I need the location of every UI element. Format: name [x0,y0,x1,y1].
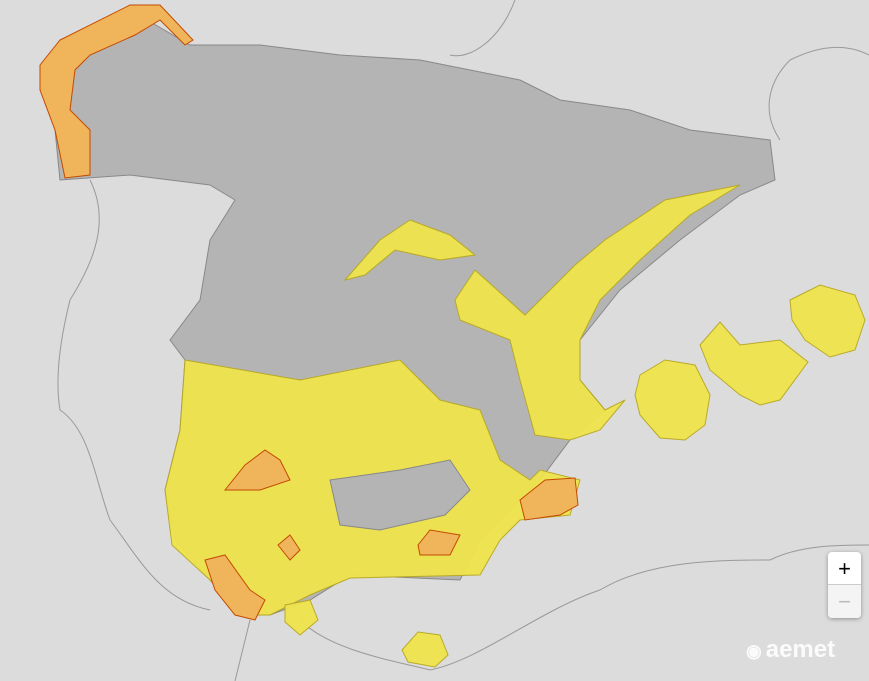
galicia-coast-zone[interactable] [39,4,194,179]
zoom-control: + − [828,552,861,618]
east-coast-zone[interactable] [454,184,741,441]
mallorca-zone[interactable] [699,321,809,406]
almeria-zone[interactable] [519,477,579,521]
melilla-zone[interactable] [401,631,449,668]
orange-warning-zones[interactable] [39,4,579,621]
zoom-out-button[interactable]: − [828,585,861,618]
aemet-logo-icon: ◉ [746,641,762,661]
zoom-in-button[interactable]: + [828,552,861,585]
cadiz-coast-zone[interactable] [204,554,266,621]
france-coast [449,0,869,141]
africa-coast [234,544,869,681]
cordoba-zone[interactable] [223,449,291,491]
aemet-logo: ◉ aemet [746,636,835,664]
yellow-warning-zones[interactable] [164,184,866,668]
ibiza-zone[interactable] [634,359,711,441]
granada-zone[interactable] [417,529,461,556]
logo-text: aemet [765,636,836,663]
menorca-zone[interactable] [789,284,866,358]
ceuta-zone[interactable] [284,599,319,636]
central-zone[interactable] [343,219,477,281]
portugal-border [57,179,211,611]
sierra-nevada-area [329,459,471,531]
malaga-zone[interactable] [277,534,301,561]
